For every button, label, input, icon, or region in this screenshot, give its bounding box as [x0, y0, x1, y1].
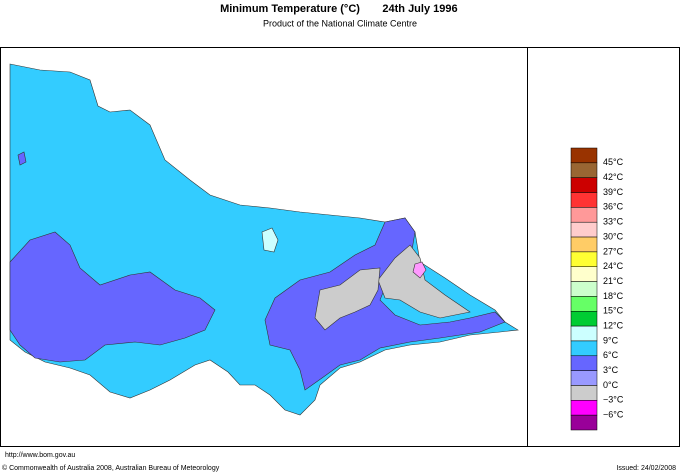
legend-label: 39°C: [603, 187, 624, 197]
island: [17, 151, 27, 166]
legend: 45°C 42°C 39°C 36°C 33°C 30°C 27°C 24°C 21°C 18°C…: [570, 147, 624, 431]
legend-label: −6°C: [603, 410, 624, 420]
subzero-region: [377, 244, 471, 319]
legend-label: 9°C: [603, 335, 619, 345]
legend-label: 36°C: [603, 202, 624, 212]
legend-swatch: [570, 355, 598, 371]
title: Minimum Temperature (°C): [220, 3, 360, 15]
legend-label: 15°C: [603, 306, 624, 316]
legend-swatch: [570, 177, 598, 193]
subtitle: Product of the National Climate Centre: [263, 18, 417, 28]
legend-swatch: [570, 207, 598, 223]
legend-label: 3°C: [603, 365, 619, 375]
legend-swatch: [570, 236, 598, 253]
cold-region-west: [9, 231, 216, 363]
legend-swatch: [570, 414, 598, 431]
legend-label: 24°C: [603, 261, 624, 271]
legend-label: 42°C: [603, 172, 624, 182]
legend-label: 21°C: [603, 276, 624, 286]
legend-label: 33°C: [603, 217, 624, 227]
legend-swatch: [570, 266, 598, 282]
legend-label: −3°C: [603, 395, 624, 405]
frost-spot: [412, 261, 427, 279]
legend-swatch: [570, 340, 598, 357]
legend-swatch: [570, 385, 598, 401]
legend-label: 27°C: [603, 246, 624, 256]
legend-swatch: [570, 400, 598, 416]
legend-label: 12°C: [603, 320, 624, 330]
legend-swatch: [570, 251, 598, 267]
source-url: http://www.bom.gov.au: [5, 452, 75, 459]
map: [9, 63, 519, 416]
legend-label: 18°C: [603, 291, 624, 301]
legend-swatch: [570, 311, 598, 327]
legend-label: 6°C: [603, 350, 619, 360]
legend-label: 45°C: [603, 157, 624, 167]
legend-swatch: [570, 325, 598, 342]
legend-swatch: [570, 162, 598, 178]
date: 24th July 1996: [382, 3, 457, 15]
legend-swatch: [570, 370, 598, 386]
legend-swatch: [570, 192, 598, 208]
legend-swatch: [570, 221, 598, 238]
issued-date: Issued: 24/02/2008: [616, 465, 676, 472]
legend-swatch: [570, 296, 598, 312]
legend-swatch: [570, 147, 598, 164]
legend-label: 0°C: [603, 380, 619, 390]
cool-spot: [261, 227, 279, 253]
legend-label: 30°C: [603, 231, 624, 241]
subzero-region-2: [314, 267, 381, 331]
legend-swatch: [570, 281, 598, 297]
copyright: © Commonwealth of Australia 2008, Austra…: [2, 464, 220, 472]
